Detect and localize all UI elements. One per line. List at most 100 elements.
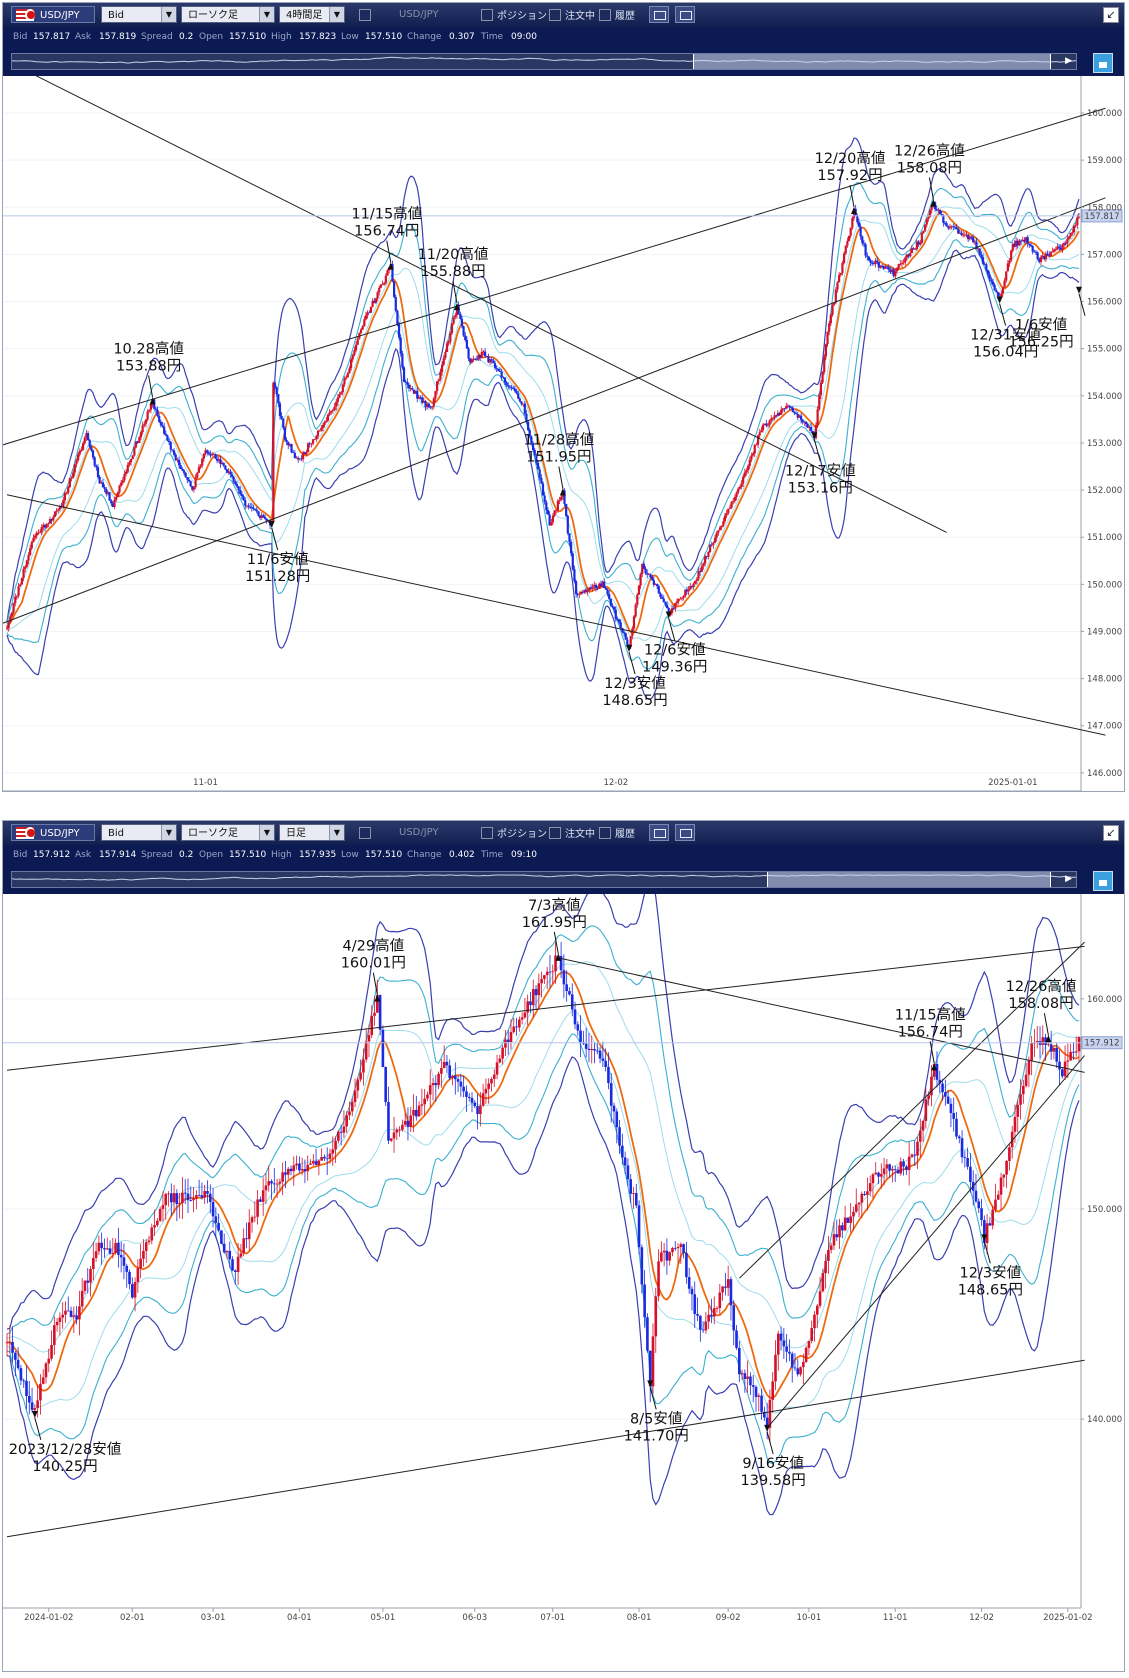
candle-body [27,1395,31,1403]
candle-body [309,1163,312,1165]
candle [68,477,71,489]
compare-checkbox[interactable] [359,9,371,21]
candle-body [912,248,915,250]
lock-icon[interactable] [1093,53,1113,73]
draw-tool-icon[interactable] [649,6,669,23]
annotation-label: 12/20高値 [815,150,886,167]
candle [1006,260,1009,272]
indicator-icon[interactable] [675,824,695,841]
candle [699,567,702,576]
orders-checkbox[interactable] [549,827,561,839]
time-navigator[interactable]: ▶ [11,53,1077,70]
lock-icon[interactable] [1093,871,1113,891]
annotation-arrow [271,527,279,551]
candle-body [316,430,320,436]
candle-body [277,394,280,404]
ask-value: 157.914 [99,850,137,860]
candle-body [17,586,20,596]
candle [330,410,333,415]
chart-type-select[interactable]: ローソク足 ▼ [181,824,275,841]
candle-body [67,487,70,493]
candle-body [1059,247,1062,250]
candle [1013,1104,1017,1143]
timeframe-select[interactable]: 4時間足 ▼ [279,6,345,23]
candle-body [212,453,215,455]
candle [528,427,531,439]
candle [259,515,262,521]
candle-body [219,459,222,465]
chart-type-select[interactable]: ローソク足 ▼ [181,6,275,23]
candle [674,602,677,612]
candle [328,408,331,417]
candle [228,1241,232,1269]
candle [30,1387,34,1413]
symbol-selector[interactable]: USD/JPY [11,6,95,23]
symbol-selector[interactable]: USD/JPY [11,824,95,841]
timeframe-select[interactable]: 日足 ▼ [279,824,345,841]
candle-body [500,371,503,378]
y-axis-ticks: 146.000147.000148.000149.000150.000151.0… [1081,109,1122,779]
candle-body [676,1247,680,1249]
compare-symbol[interactable]: USD/JPY [377,824,457,841]
price-type-select[interactable]: Bid ▼ [101,6,177,23]
candle [983,1215,986,1250]
candle-body [422,401,425,403]
candle-body [247,505,250,507]
candle [1043,255,1046,261]
candlestick-chart-4h[interactable]: 157.817146.000147.000148.000149.000150.0… [3,76,1124,791]
navigator-selection[interactable] [767,872,1052,887]
time-navigator[interactable]: ▶ [11,871,1077,888]
indicator-icon[interactable] [675,6,695,23]
candle-body [743,1373,747,1379]
candle [464,332,467,342]
candle-body [302,452,305,460]
orders-checkbox[interactable] [549,9,561,21]
compare-symbol[interactable]: USD/JPY [377,6,457,23]
y-tick-label: 160.000 [1087,109,1122,119]
candle-body [200,1195,204,1198]
candle-body [591,586,594,589]
annotation-price: 157.92円 [817,168,882,184]
candle [595,1042,599,1055]
detach-icon[interactable]: ↙ [1103,7,1119,23]
annotation-price: 156.04円 [973,345,1038,361]
history-checkbox[interactable] [599,9,611,21]
candle-body [818,395,821,410]
chevron-right-icon[interactable]: ▶ [1065,56,1072,66]
annotation-label: 12/31安値 [970,327,1041,344]
candle-body [520,401,523,405]
annotation-arrow [849,184,855,208]
price-type-select[interactable]: Bid ▼ [101,824,177,841]
candle [476,1094,479,1130]
compare-checkbox[interactable] [359,827,371,839]
candle [849,227,852,239]
position-checkbox[interactable] [481,9,493,21]
candle-body [881,265,884,267]
candle [362,1048,365,1086]
navigator-selection[interactable] [692,54,1052,69]
annotation-arrowhead [930,199,937,207]
detach-icon[interactable]: ↙ [1103,825,1119,841]
chevron-right-icon[interactable]: ▶ [1065,874,1072,884]
annotation-arrowhead [453,303,460,311]
candle-body [398,1129,401,1131]
candle-body [270,1181,273,1184]
draw-tool-icon[interactable] [649,824,669,841]
candle-body [52,516,55,521]
position-checkbox[interactable] [481,827,493,839]
history-label: 履歴 [615,829,635,840]
candle-body [990,279,993,282]
candle-body [245,505,248,507]
candle-body [330,410,333,413]
spread-label: Spread [141,32,173,42]
candle-body [240,494,244,497]
history-checkbox[interactable] [599,827,611,839]
candle-body [497,368,500,372]
candle-body [644,568,647,574]
candle [829,313,832,326]
candle-body [80,1290,84,1307]
candle-body [727,508,730,514]
